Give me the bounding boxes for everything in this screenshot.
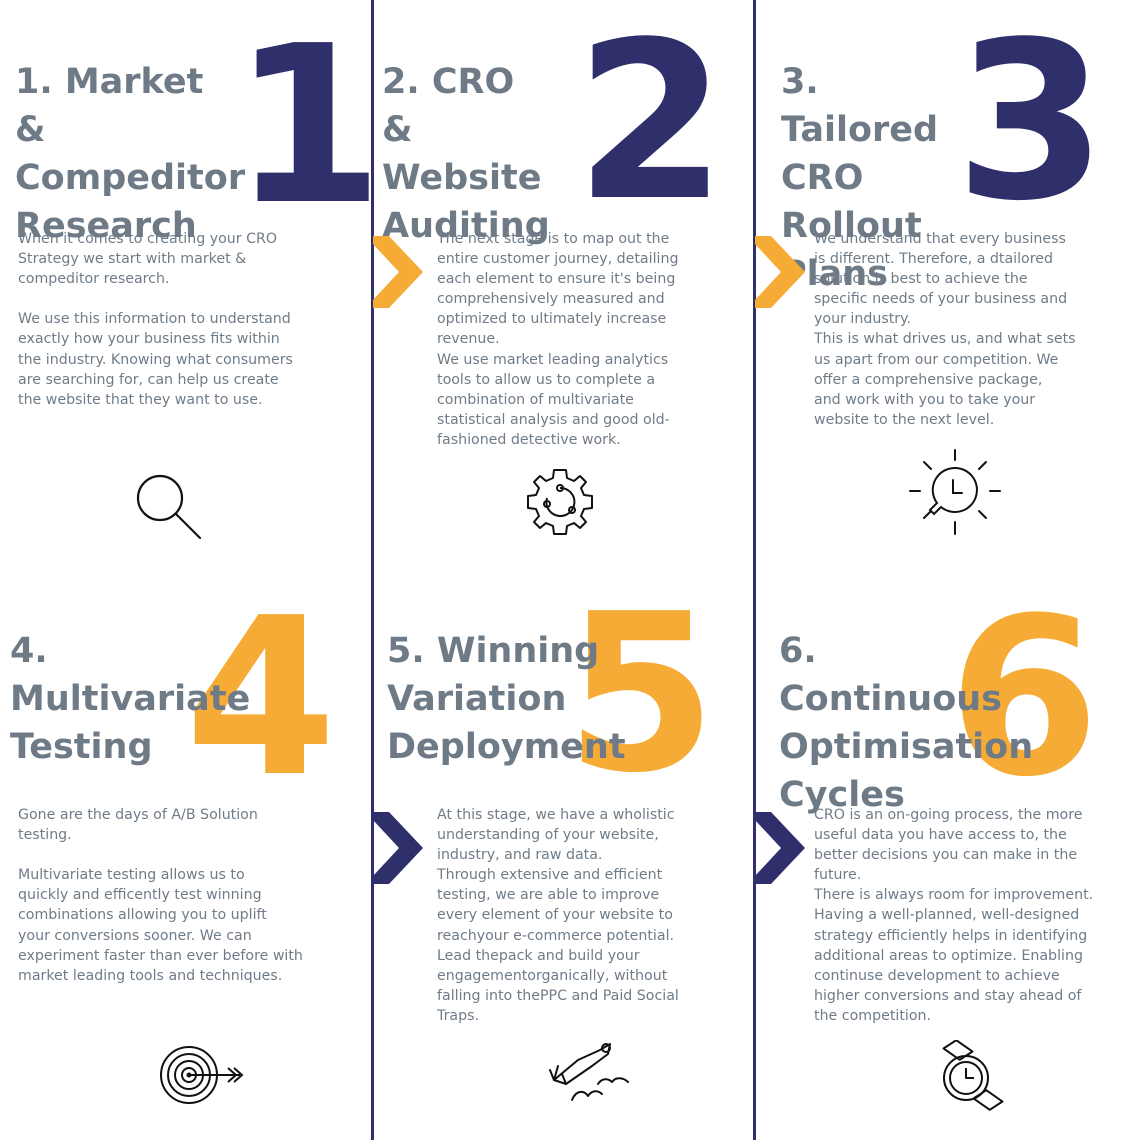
step-6-chevron-arrow bbox=[755, 812, 805, 884]
step-2-body: The next stage is to map out the entire … bbox=[437, 231, 679, 448]
divider-line-right bbox=[753, 0, 756, 1140]
gear-icon bbox=[527, 469, 593, 535]
step-3-big-number: 3 bbox=[955, 0, 1107, 249]
step-3-body: We understand that every business is dif… bbox=[814, 231, 1076, 428]
step-3-chevron-arrow bbox=[755, 236, 805, 308]
step-5-chevron-arrow bbox=[373, 812, 423, 884]
step-2-big-number: 2 bbox=[575, 0, 727, 249]
step-5-title: 5. Winning Variation Deployment bbox=[387, 631, 626, 767]
watch-icon bbox=[942, 1040, 1004, 1111]
lightbulb-clock-icon bbox=[909, 449, 1001, 535]
step-1-big-number: 1 bbox=[232, 0, 384, 253]
step-6-big-number: 6 bbox=[948, 572, 1100, 825]
flying-hero-icon bbox=[549, 1043, 629, 1101]
step-4-title: 4. Multivariate Testing bbox=[10, 631, 251, 767]
step-2-chevron-arrow bbox=[373, 236, 423, 308]
step-2-title: 2. CRO & Website Auditing bbox=[382, 62, 550, 246]
step-3-title: 3. Tailored CRO Rollout Plans bbox=[781, 62, 939, 294]
step-5-big-number: 5 bbox=[565, 568, 717, 821]
step-4-body: Gone are the days of A/B Solution testin… bbox=[18, 807, 303, 984]
step-1-title: 1. Market & Compeditor Research bbox=[15, 62, 246, 246]
step-1-body: When it comes to creating your CRO Strat… bbox=[18, 231, 293, 408]
divider-line-left bbox=[371, 0, 374, 1140]
step-4-big-number: 4 bbox=[185, 572, 337, 825]
step-5-body: At this stage, we have a wholistic under… bbox=[437, 807, 679, 1024]
target-icon bbox=[160, 1046, 244, 1104]
step-6-body: CRO is an on-going process, the more use… bbox=[814, 807, 1094, 1024]
step-6-title: 6. Continuous Optimisation Cycles bbox=[779, 631, 1034, 815]
magnifier-icon bbox=[136, 474, 202, 540]
